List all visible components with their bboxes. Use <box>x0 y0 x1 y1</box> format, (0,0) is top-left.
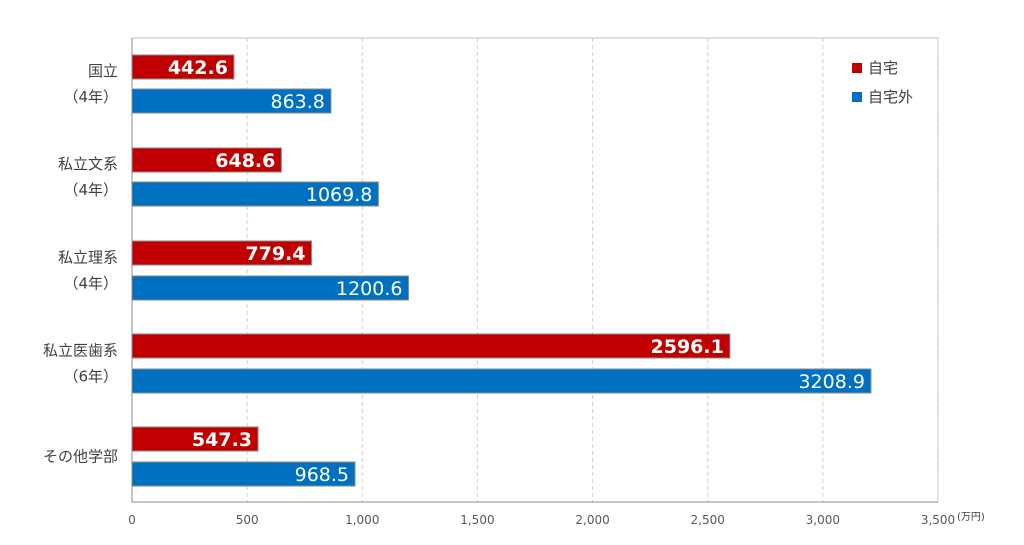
bar-value-label: 1069.8 <box>306 184 372 206</box>
category-label: （4年） <box>63 181 118 199</box>
legend-label: 自宅外 <box>868 88 913 106</box>
x-tick-label: 500 <box>236 513 259 527</box>
category-label: 私立文系 <box>58 155 118 173</box>
x-tick-label: 3,000 <box>806 513 840 527</box>
x-tick-label: 1,000 <box>345 513 379 527</box>
bar-value-label: 779.4 <box>245 243 305 265</box>
bar-value-label: 2596.1 <box>651 336 724 358</box>
x-tick-label: 2,500 <box>691 513 725 527</box>
category-label: 私立医歯系 <box>43 342 118 360</box>
bar-jitakugai <box>131 368 872 394</box>
x-tick-label: 0 <box>128 513 136 527</box>
legend-swatch <box>852 92 862 102</box>
x-axis-unit-label: (万円) <box>957 512 985 523</box>
plot-area <box>131 37 939 503</box>
bar-jitaku <box>131 426 259 452</box>
bar-value-label: 863.8 <box>271 91 325 113</box>
bar-jitakugai <box>131 461 356 487</box>
category-label: 私立理系 <box>58 249 118 267</box>
category-label: （4年） <box>63 88 118 106</box>
bar-jitaku <box>131 147 282 173</box>
legend-label: 自宅 <box>868 59 898 77</box>
category-label: 国立 <box>88 62 118 80</box>
x-tick-label: 2,000 <box>575 513 609 527</box>
bar-value-label: 3208.9 <box>798 371 864 393</box>
category-label: （4年） <box>63 275 118 293</box>
bar-value-label: 648.6 <box>215 150 275 172</box>
bar-value-label: 547.3 <box>192 429 252 451</box>
bar-jitakugai <box>131 275 409 301</box>
category-label: （6年） <box>63 368 118 386</box>
bar-jitaku <box>131 54 235 80</box>
bar-value-label: 442.6 <box>168 57 228 79</box>
x-tick-label: 1,500 <box>460 513 494 527</box>
category-label: その他学部 <box>43 448 118 466</box>
bar-jitakugai <box>131 181 379 207</box>
bar-value-label: 968.5 <box>295 464 349 486</box>
x-tick-label: 3,500 <box>921 513 955 527</box>
bar-jitakugai <box>131 88 332 114</box>
bar-value-label: 1200.6 <box>336 278 402 300</box>
legend-swatch <box>852 63 862 73</box>
bar-jitaku <box>131 333 731 359</box>
bar-jitaku <box>131 240 312 266</box>
